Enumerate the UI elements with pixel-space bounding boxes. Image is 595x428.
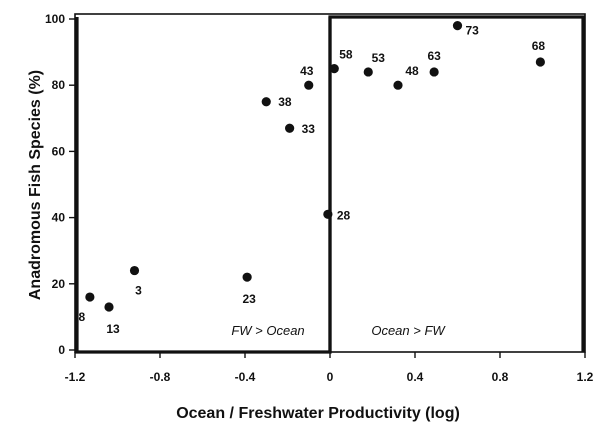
x-tick-label: 0.8 xyxy=(492,370,509,384)
data-point-label: 33 xyxy=(302,122,316,136)
y-tick-label: 60 xyxy=(52,144,66,158)
y-tick-label: 80 xyxy=(52,78,66,92)
region-box-fw-greater xyxy=(75,17,332,354)
region-boxes: FW > Ocean Ocean > FW xyxy=(75,15,585,354)
data-point xyxy=(452,21,463,31)
data-point xyxy=(104,302,114,312)
data-point-label: 68 xyxy=(532,39,546,53)
x-tick-label: -1.2 xyxy=(65,370,86,384)
x-tick-label: 0.4 xyxy=(407,370,424,384)
y-tick-label: 100 xyxy=(45,12,65,26)
data-point-label: 3 xyxy=(135,284,142,298)
data-point-label: 63 xyxy=(427,49,441,63)
data-point-label: 38 xyxy=(278,95,292,109)
point-labels: 8 13 3 23 38 33 43 28 58 53 48 63 73 68 xyxy=(79,24,546,336)
data-point-label: 28 xyxy=(337,208,351,222)
data-point xyxy=(329,64,339,74)
data-point xyxy=(304,80,314,90)
region-box-ocean-greater xyxy=(328,15,585,352)
x-axis-title: Ocean / Freshwater Productivity (log) xyxy=(176,405,460,422)
y-tick-label: 0 xyxy=(58,343,65,357)
x-tick-label: -0.8 xyxy=(150,370,171,384)
x-tick-label: -0.4 xyxy=(235,370,256,384)
data-point xyxy=(261,97,271,107)
data-point xyxy=(535,57,545,67)
data-point xyxy=(393,80,403,90)
data-point-label: 58 xyxy=(339,48,353,62)
data-points xyxy=(85,21,545,312)
data-point-label: 13 xyxy=(106,322,120,336)
data-point xyxy=(85,292,95,302)
axes: -1.2 -0.8 -0.4 0 0.4 0.8 1.2 0 20 40 60 80 100 xyxy=(45,12,594,384)
data-point xyxy=(363,67,373,77)
data-point-label: 53 xyxy=(372,51,386,65)
data-point-label: 43 xyxy=(300,64,314,78)
y-tick-label: 20 xyxy=(52,277,66,291)
data-point-label: 8 xyxy=(79,310,86,324)
data-point-label: 73 xyxy=(466,24,480,38)
x-tick-label: 1.2 xyxy=(577,370,594,384)
region-label-ocean-greater: Ocean > FW xyxy=(371,323,446,338)
data-point xyxy=(285,123,295,133)
y-tick-label: 40 xyxy=(52,211,66,225)
data-point-label: 48 xyxy=(405,64,419,78)
data-point-label: 23 xyxy=(242,292,256,306)
data-point xyxy=(129,265,140,276)
y-axis-title: Anadromous Fish Species (%) xyxy=(27,70,44,300)
data-point xyxy=(323,209,333,219)
data-point xyxy=(242,272,252,282)
data-point xyxy=(429,67,439,77)
region-label-fw-greater: FW > Ocean xyxy=(231,323,304,338)
x-tick-label: 0 xyxy=(327,370,334,384)
